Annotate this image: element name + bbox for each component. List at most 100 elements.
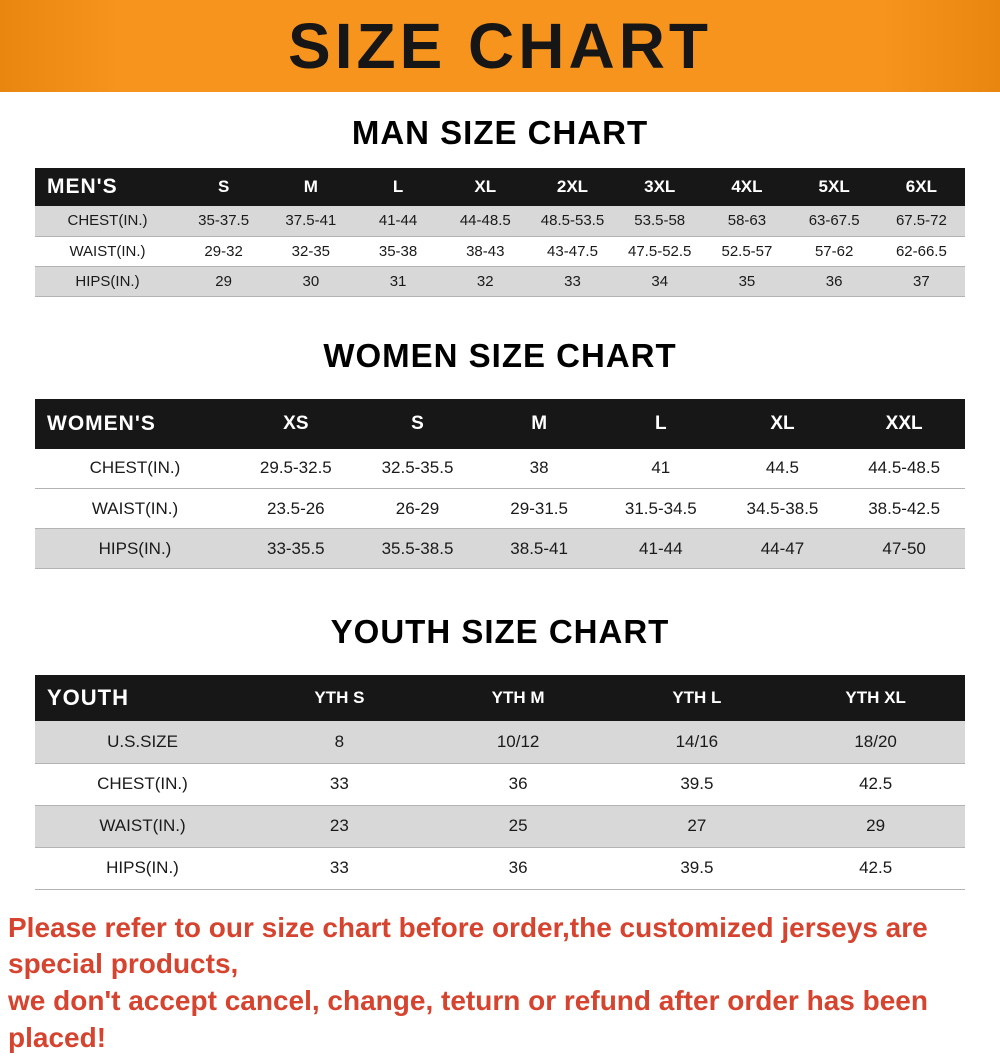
cell-value: 67.5-72 [878,206,965,236]
cell-value: 44.5 [722,449,844,489]
cell-value: 37.5-41 [267,206,354,236]
row-label: CHEST(IN.) [35,449,235,489]
column-header: XL [722,399,844,449]
cell-value: 38.5-42.5 [843,489,965,529]
table-title-cell: WOMEN'S [35,399,235,449]
cell-value: 38.5-41 [478,529,600,569]
cell-value: 26-29 [357,489,479,529]
row-label: HIPS(IN.) [35,266,180,296]
cell-value: 47-50 [843,529,965,569]
cell-value: 29 [180,266,267,296]
cell-value: 48.5-53.5 [529,206,616,236]
cell-value: 42.5 [786,847,965,889]
row-label: CHEST(IN.) [35,206,180,236]
column-header: 3XL [616,168,703,206]
column-header: 5XL [791,168,878,206]
section-heading-men: MAN SIZE CHART [0,114,1000,152]
cell-value: 62-66.5 [878,236,965,266]
row-label: U.S.SIZE [35,721,250,763]
cell-value: 42.5 [786,763,965,805]
cell-value: 41 [600,449,722,489]
cell-value: 35-38 [354,236,441,266]
cell-value: 38 [478,449,600,489]
column-header: 6XL [878,168,965,206]
column-header: S [180,168,267,206]
cell-value: 43-47.5 [529,236,616,266]
cell-value: 32 [442,266,529,296]
cell-value: 53.5-58 [616,206,703,236]
cell-value: 33 [250,763,429,805]
row-label: WAIST(IN.) [35,489,235,529]
footer-line-1: Please refer to our size chart before or… [8,910,1000,984]
footer-note: Please refer to our size chart before or… [0,910,1000,1057]
cell-value: 41-44 [600,529,722,569]
cell-value: 34.5-38.5 [722,489,844,529]
row-label: HIPS(IN.) [35,529,235,569]
column-header: M [478,399,600,449]
cell-value: 10/12 [429,721,608,763]
cell-value: 33-35.5 [235,529,357,569]
cell-value: 29.5-32.5 [235,449,357,489]
cell-value: 32-35 [267,236,354,266]
cell-value: 58-63 [703,206,790,236]
cell-value: 44.5-48.5 [843,449,965,489]
cell-value: 33 [250,847,429,889]
cell-value: 29-32 [180,236,267,266]
cell-value: 41-44 [354,206,441,236]
table-title-cell: MEN'S [35,168,180,206]
column-header: 4XL [703,168,790,206]
cell-value: 47.5-52.5 [616,236,703,266]
column-header: YTH S [250,675,429,721]
cell-value: 39.5 [608,763,787,805]
row-label: WAIST(IN.) [35,805,250,847]
column-header: L [600,399,722,449]
column-header: XXL [843,399,965,449]
cell-value: 36 [791,266,878,296]
table-title-cell: YOUTH [35,675,250,721]
column-header: 2XL [529,168,616,206]
banner: SIZE CHART [0,0,1000,92]
cell-value: 18/20 [786,721,965,763]
cell-value: 31.5-34.5 [600,489,722,529]
column-header: XS [235,399,357,449]
cell-value: 29-31.5 [478,489,600,529]
column-header: YTH L [608,675,787,721]
cell-value: 39.5 [608,847,787,889]
section-heading-youth: YOUTH SIZE CHART [0,613,1000,651]
footer-line-2: we don't accept cancel, change, teturn o… [8,983,1000,1057]
column-header: XL [442,168,529,206]
row-label: HIPS(IN.) [35,847,250,889]
cell-value: 35.5-38.5 [357,529,479,569]
cell-value: 34 [616,266,703,296]
cell-value: 44-47 [722,529,844,569]
cell-value: 37 [878,266,965,296]
row-label: WAIST(IN.) [35,236,180,266]
column-header: M [267,168,354,206]
cell-value: 44-48.5 [442,206,529,236]
cell-value: 36 [429,847,608,889]
cell-value: 23.5-26 [235,489,357,529]
cell-value: 36 [429,763,608,805]
banner-title: SIZE CHART [288,9,712,83]
cell-value: 32.5-35.5 [357,449,479,489]
cell-value: 8 [250,721,429,763]
cell-value: 35-37.5 [180,206,267,236]
cell-value: 30 [267,266,354,296]
cell-value: 27 [608,805,787,847]
